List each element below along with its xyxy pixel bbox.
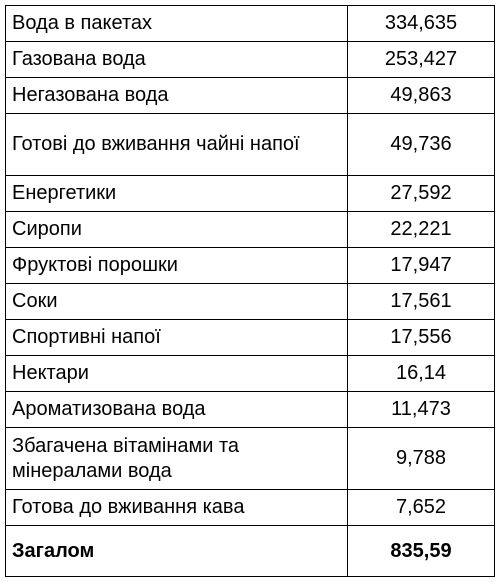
table-row: Енергетики 27,592: [5, 175, 495, 212]
row-label: Збагачена вітамінами та мінералами вода: [5, 427, 348, 490]
table-row: Готові до вживання чайні напої 49,736: [5, 113, 495, 176]
table-row: Негазована вода 49,863: [5, 77, 495, 114]
row-label: Ароматизована вода: [5, 391, 348, 428]
row-label: Спортивні напої: [5, 319, 348, 356]
row-label: Нектари: [5, 355, 348, 392]
row-value: 253,427: [347, 41, 495, 78]
row-label: Вода в пакетах: [5, 5, 348, 42]
table-row: Сиропи 22,221: [5, 211, 495, 248]
table-row: Ароматизована вода 11,473: [5, 391, 495, 428]
row-label: Готові до вживання чайні напої: [5, 113, 348, 176]
total-label: Загалом: [5, 525, 348, 577]
row-label: Негазована вода: [5, 77, 348, 114]
row-label: Готова до вживання кава: [5, 489, 348, 526]
row-value: 27,592: [347, 175, 495, 212]
row-value: 11,473: [347, 391, 495, 428]
table-row: Нектари 16,14: [5, 355, 495, 392]
beverage-table: Вода в пакетах 334,635 Газована вода 253…: [5, 5, 495, 577]
row-value: 17,556: [347, 319, 495, 356]
row-value: 7,652: [347, 489, 495, 526]
table-row: Газована вода 253,427: [5, 41, 495, 78]
table-row: Готова до вживання кава 7,652: [5, 489, 495, 526]
row-value: 49,736: [347, 113, 495, 176]
row-label: Сиропи: [5, 211, 348, 248]
row-label: Газована вода: [5, 41, 348, 78]
table-row: Вода в пакетах 334,635: [5, 5, 495, 42]
row-label: Фруктові порошки: [5, 247, 348, 284]
row-label: Енергетики: [5, 175, 348, 212]
row-label: Соки: [5, 283, 348, 320]
row-value: 22,221: [347, 211, 495, 248]
table-row: Фруктові порошки 17,947: [5, 247, 495, 284]
row-value: 17,561: [347, 283, 495, 320]
table-row: Соки 17,561: [5, 283, 495, 320]
row-value: 49,863: [347, 77, 495, 114]
row-value: 9,788: [347, 427, 495, 490]
table-row: Спортивні напої 17,556: [5, 319, 495, 356]
table-row: Збагачена вітамінами та мінералами вода …: [5, 427, 495, 490]
row-value: 16,14: [347, 355, 495, 392]
total-row: Загалом 835,59: [5, 525, 495, 577]
row-value: 17,947: [347, 247, 495, 284]
total-value: 835,59: [347, 525, 495, 577]
row-value: 334,635: [347, 5, 495, 42]
